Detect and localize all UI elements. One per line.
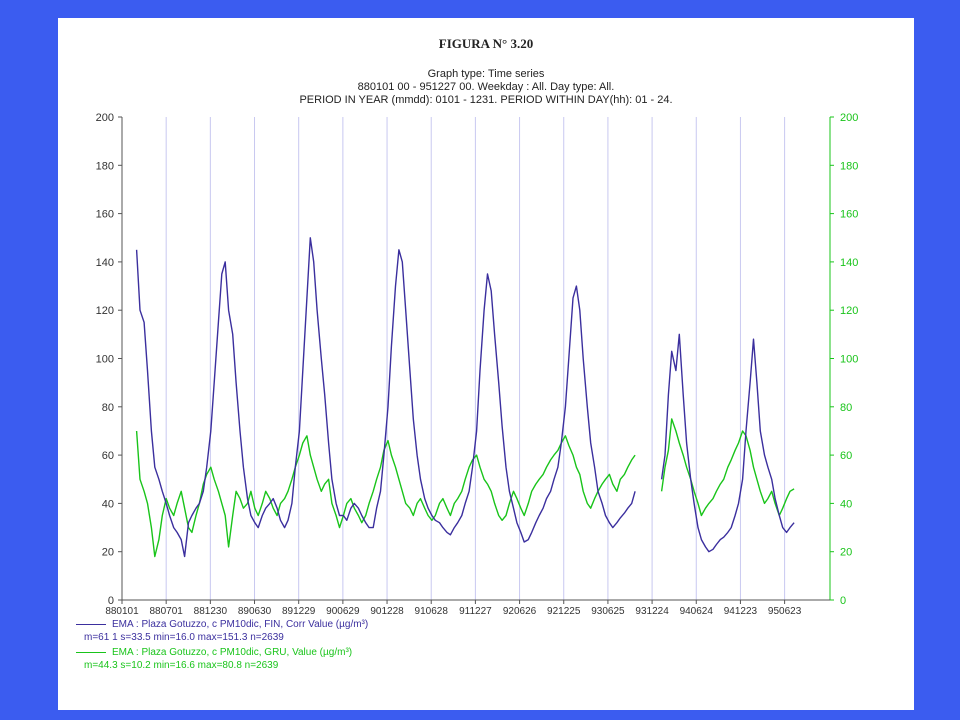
y-left-tick-label-140: 140 xyxy=(96,257,114,269)
y-right-tick-label-80: 80 xyxy=(840,402,852,414)
y-right-tick-label-200: 200 xyxy=(840,112,858,124)
x-tick-label-940624: 940624 xyxy=(680,606,714,617)
x-tick-label-941223: 941223 xyxy=(724,606,758,617)
legend-series2-text: EMA : Plaza Gotuzzo, c PM10dic, GRU, Val… xyxy=(112,647,353,658)
x-tick-label-910628: 910628 xyxy=(415,606,449,617)
legend-series2-swatch xyxy=(76,651,106,653)
legend-series1-label: EMA : Plaza Gotuzzo, c PM10dic, FIN, Cor… xyxy=(76,619,368,630)
y-left-tick-label-80: 80 xyxy=(102,402,114,414)
y-right-tick-label-140: 140 xyxy=(840,257,858,269)
graph-type-line: Graph type: Time series xyxy=(427,68,545,80)
x-tick-label-890630: 890630 xyxy=(238,606,272,617)
x-tick-label-911227: 911227 xyxy=(459,606,492,617)
x-tick-label-921225: 921225 xyxy=(547,606,581,617)
series-2-line-0 xyxy=(135,430,636,558)
y-right-tick-label-60: 60 xyxy=(840,450,852,462)
y-right-tick-label-100: 100 xyxy=(840,354,858,366)
time-series-chart: 880101 880701 881230 890630 891229 900629 9012… xyxy=(96,112,859,617)
y-left-tick-label-60: 60 xyxy=(102,450,114,462)
x-tick-label-900629: 900629 xyxy=(326,606,360,617)
series-2-line-1 xyxy=(660,418,795,517)
series-1-line-0 xyxy=(135,237,636,558)
y-right-tick-label-40: 40 xyxy=(840,498,852,510)
y-left-tick-label-180: 180 xyxy=(96,160,114,172)
x-tick-label-880701: 880701 xyxy=(149,606,183,617)
y-right-tick-label-120: 120 xyxy=(840,305,858,317)
y-right-tick-label-20: 20 xyxy=(840,547,852,559)
y-left-tick-label-100: 100 xyxy=(96,354,114,366)
x-tick-label-901228: 901228 xyxy=(370,606,404,617)
y-left-tick-label-40: 40 xyxy=(102,498,114,510)
period-line: PERIOD IN YEAR (mmdd): 0101 - 1231. PERI… xyxy=(299,94,673,106)
x-tick-label-891229: 891229 xyxy=(282,606,316,617)
y-left-tick-label-160: 160 xyxy=(96,209,114,221)
y-left-tick-label-200: 200 xyxy=(96,112,114,124)
legend-series1-text: EMA : Plaza Gotuzzo, c PM10dic, FIN, Cor… xyxy=(112,619,369,630)
y-right-tick-label-160: 160 xyxy=(840,209,858,221)
x-tick-label-930625: 930625 xyxy=(591,606,625,617)
legend-series2-stats: m=44.3 s=10.2 min=16.6 max=80.8 n=2639 xyxy=(84,660,279,671)
y-left-tick-label-0: 0 xyxy=(108,595,114,607)
y-right-tick-label-180: 180 xyxy=(840,160,858,172)
date-range-line: 880101 00 - 951227 00. Weekday : All. Da… xyxy=(357,81,615,93)
figure-title: FIGURA N° 3.20 xyxy=(438,36,534,51)
x-tick-label-920626: 920626 xyxy=(503,606,537,617)
y-right-tick-label-0: 0 xyxy=(840,595,846,607)
slide-panel: FIGURA N° 3.20 Graph type: Time series 8… xyxy=(58,18,914,710)
x-tick-label-881230: 881230 xyxy=(194,606,228,617)
legend-series1-stats: m=61 1 s=33.5 min=16.0 max=151.3 n=2639 xyxy=(84,632,284,643)
legend-series1-swatch xyxy=(76,623,106,625)
x-tick-label-950623: 950623 xyxy=(768,606,802,617)
y-left-tick-label-20: 20 xyxy=(102,547,114,559)
legend-series2-label: EMA : Plaza Gotuzzo, c PM10dic, GRU, Val… xyxy=(76,647,352,658)
y-left-tick-label-120: 120 xyxy=(96,305,114,317)
series-1-line-1 xyxy=(660,333,795,553)
x-tick-label-931224: 931224 xyxy=(635,606,669,617)
x-tick-label-880101: 880101 xyxy=(105,606,139,617)
